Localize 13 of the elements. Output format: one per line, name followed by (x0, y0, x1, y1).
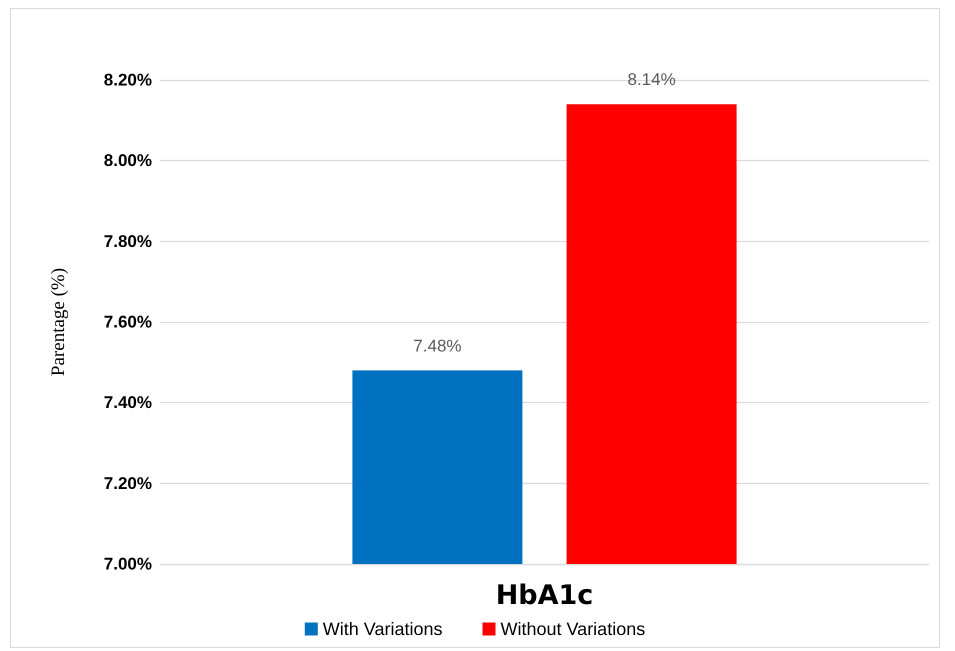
y-tick-label: 7.60% (104, 312, 152, 332)
y-tick-label: 8.00% (104, 151, 152, 170)
y-axis-title: Parentage (%) (48, 268, 69, 376)
y-tick-label: 7.80% (104, 232, 152, 251)
data-label: 8.14% (628, 70, 676, 90)
y-tick-label: 7.40% (104, 393, 152, 412)
y-tick-label: 7.00% (104, 554, 152, 574)
y-tick-label: 7.20% (104, 474, 152, 493)
data-label: 7.48% (413, 336, 462, 356)
x-tick-label: HbA1c (496, 580, 594, 611)
legend-label: Without Variations (500, 619, 646, 639)
legend-label: With Variations (322, 619, 442, 639)
y-tick-label: 8.20% (104, 70, 152, 90)
